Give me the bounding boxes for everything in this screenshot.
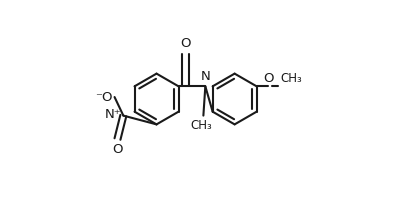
Text: N: N [200, 70, 210, 83]
Text: O: O [112, 143, 123, 156]
Text: CH₃: CH₃ [280, 72, 302, 85]
Text: O: O [263, 72, 274, 85]
Text: ⁻O: ⁻O [95, 90, 113, 104]
Text: O: O [181, 37, 191, 50]
Text: CH₃: CH₃ [191, 119, 212, 131]
Text: N⁺: N⁺ [105, 108, 122, 121]
